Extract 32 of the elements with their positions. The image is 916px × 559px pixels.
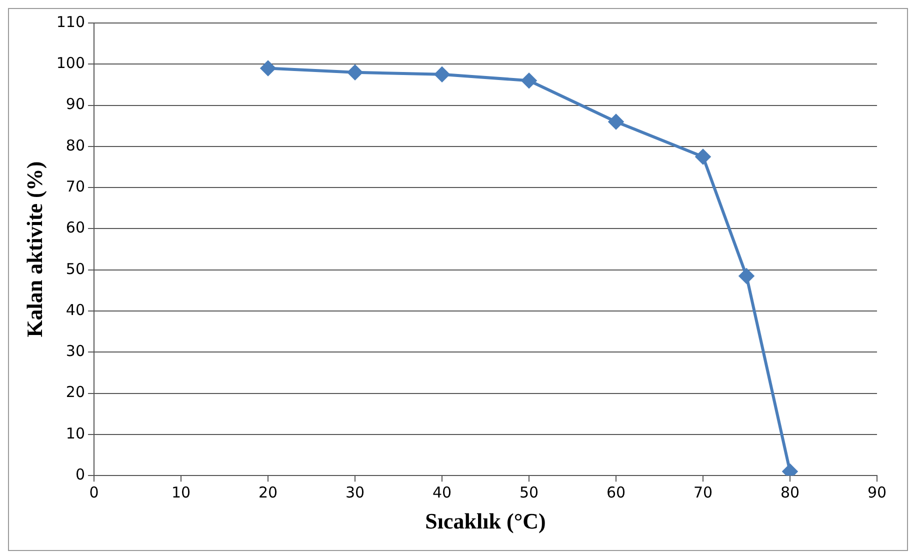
point [696, 149, 711, 164]
x-axis-title: Sıcaklık (°C) [425, 508, 546, 534]
x-tick-label: 90 [867, 483, 887, 502]
x-tick-label: 40 [432, 483, 452, 502]
y-tick-label: 110 [56, 12, 86, 31]
x-tick-label: 20 [258, 483, 278, 502]
point [739, 268, 754, 284]
y-tick-label: 60 [66, 218, 86, 237]
y-tick-label: 50 [66, 260, 86, 278]
x-tick-label: 70 [693, 483, 713, 502]
x-tick-label: 60 [606, 483, 626, 502]
y-tick-label: 40 [66, 300, 86, 319]
y-tick-label: 80 [66, 136, 86, 154]
y-axis-title: Kalan aktivite (%) [22, 161, 47, 338]
point [260, 60, 276, 76]
x-tick-label: 30 [345, 483, 365, 502]
point [608, 114, 624, 130]
y-tick-label: 0 [75, 465, 86, 484]
y-tick-label: 100 [56, 54, 86, 72]
x-tick-label: 0 [89, 483, 99, 502]
point [522, 73, 537, 88]
point [348, 64, 363, 80]
y-tick-label: 70 [66, 177, 86, 196]
x-tick-label: 10 [171, 483, 191, 502]
point [782, 464, 798, 476]
y-tick-label: 90 [66, 95, 86, 114]
point [434, 66, 450, 82]
x-tick-label: 80 [780, 483, 800, 502]
y-tick-label: 30 [66, 342, 86, 360]
y-tick-label: 20 [66, 383, 86, 402]
x-tick-label: 50 [519, 483, 539, 502]
y-tick-label: 10 [66, 424, 86, 442]
